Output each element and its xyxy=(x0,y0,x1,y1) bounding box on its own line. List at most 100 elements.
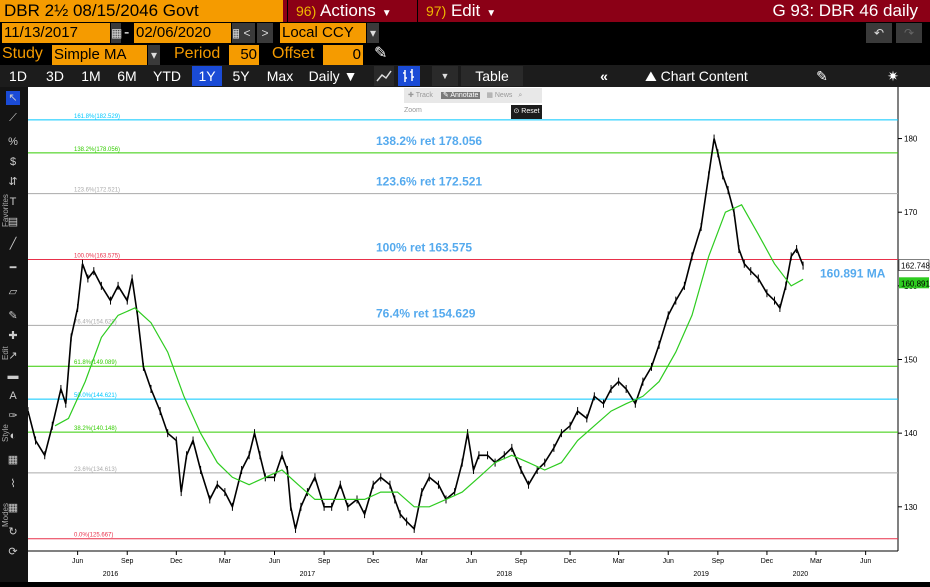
security-field[interactable]: DBR 2½ 08/15/2046 Govt xyxy=(0,0,283,22)
chart-area[interactable]: 161.8%(182.529) 138.2%(178.056) 138.2% ret… xyxy=(27,87,930,582)
calculator-icon[interactable]: ▦ xyxy=(7,454,19,466)
redo-icon[interactable]: ↷ xyxy=(896,23,922,43)
text-icon[interactable]: T xyxy=(9,196,17,208)
x-tick-label: Dec xyxy=(170,558,183,565)
tab-max[interactable]: Max xyxy=(266,68,294,84)
brush-icon[interactable]: ⌇ xyxy=(10,478,16,490)
pen-icon[interactable]: ✎ xyxy=(8,310,18,322)
x-tick-label: Mar xyxy=(810,558,823,565)
chart-mode-popup: ✚ Track ✎ Annotate ▦ News ⌕ Zoom xyxy=(404,88,542,114)
start-date-field[interactable]: 11/13/2017 xyxy=(2,23,110,43)
actions-menu[interactable]: 96) Actions ▼ xyxy=(287,0,414,22)
draw-line-icon[interactable]: ⟋ xyxy=(9,112,17,124)
fib-axis-label: 50.0%(144.621) xyxy=(74,393,117,399)
refresh-icon[interactable]: ↻ xyxy=(8,526,18,538)
track-button[interactable]: ✚ Track xyxy=(408,92,433,99)
bar-chart-icon[interactable] xyxy=(398,66,420,86)
chart-content-button[interactable]: ⛰ Chart Content xyxy=(645,66,770,86)
zoom-label: Zoom xyxy=(404,107,422,114)
x-tick-label: Jun xyxy=(860,558,871,565)
cursor-icon[interactable]: ↖ xyxy=(6,91,20,105)
palette-icon[interactable]: ◐ xyxy=(9,430,17,442)
currency-select[interactable]: Local CCY xyxy=(280,23,366,43)
edit-menu[interactable]: 97) Edit ▼ xyxy=(417,0,520,22)
tab-6m[interactable]: 6M xyxy=(117,68,137,84)
x-year-label: 2017 xyxy=(300,571,316,578)
fibonacci-icon[interactable]: % xyxy=(8,136,18,148)
x-tick-label: Sep xyxy=(318,558,331,565)
offset-field[interactable]: 0 xyxy=(323,45,363,65)
chevron-down-icon: ▼ xyxy=(381,8,392,19)
fib-axis-label: 0.0%(125.667) xyxy=(74,533,113,539)
fib-axis-label: 38.2%(140.148) xyxy=(74,426,117,432)
plus-icon[interactable]: ✚ xyxy=(8,330,18,342)
zoom-button[interactable]: ⌕ Zoom xyxy=(404,92,523,114)
tab-1d[interactable]: 1D xyxy=(9,68,27,84)
grid-icon[interactable]: ▦ xyxy=(7,502,19,514)
x-tick-label: Mar xyxy=(219,558,232,565)
tab-3d[interactable]: 3D xyxy=(46,68,64,84)
offset-label: Offset xyxy=(272,45,315,62)
annotate-button[interactable]: ✎ Annotate xyxy=(440,92,481,99)
annotation-icon[interactable]: A xyxy=(9,390,17,402)
period-field[interactable]: 50 xyxy=(229,45,259,65)
end-date-field[interactable]: 02/06/2020 xyxy=(134,23,231,43)
x-tick-label: Jun xyxy=(663,558,674,565)
pencil-icon[interactable]: ✎ xyxy=(374,45,388,62)
range-dash: - xyxy=(124,24,130,41)
paint-icon[interactable]: ✑ xyxy=(8,410,18,422)
sidebar-label: Style xyxy=(1,424,10,442)
tab-5y[interactable]: 5Y xyxy=(232,68,250,84)
edit-chart-icon[interactable]: ✎ xyxy=(816,68,828,84)
table-button[interactable]: Table xyxy=(461,66,523,86)
y-tick-label: 140 xyxy=(904,429,918,438)
fib-axis-label: 76.4%(154.629) xyxy=(74,319,117,325)
x-year-label: 2020 xyxy=(793,571,809,578)
last-price-label: 162.748 xyxy=(901,262,930,271)
chevron-down-icon[interactable]: ▾ xyxy=(367,23,379,43)
minus-icon[interactable]: ━ xyxy=(9,262,17,274)
fib-annotation: 138.2% ret 178.056 xyxy=(376,134,482,148)
fib-axis-label: 100.0%(163.575) xyxy=(74,254,120,260)
undo-icon[interactable]: ↶ xyxy=(866,23,892,43)
measure-icon[interactable]: ⇵ xyxy=(8,176,18,188)
reset-button[interactable]: ⊙ Reset xyxy=(511,105,542,119)
tab-daily[interactable]: Daily ▼ xyxy=(308,68,358,84)
calendar-icon[interactable]: ▦ xyxy=(111,23,122,43)
reset-icon: ⊙ xyxy=(513,108,520,115)
fib-annotation: 76.4% ret 154.629 xyxy=(376,306,476,320)
chart-id: G 93: DBR 46 daily xyxy=(772,1,918,20)
tab-1y[interactable]: 1Y xyxy=(192,66,222,86)
price-icon[interactable]: $ xyxy=(9,156,17,168)
tool-sidebar: ↖ ⟋ % $ ⇵ T ▤ ╱ ━ ▱ ✎ ✚ ↗ ▬ A ✑ ◐ ▦ ⌇ ▦ … xyxy=(0,87,28,582)
tab-1m[interactable]: 1M xyxy=(81,68,101,84)
news-button[interactable]: ▦ News xyxy=(486,92,513,99)
line-chart-icon[interactable] xyxy=(374,66,394,86)
reset-label: Reset xyxy=(521,108,540,115)
back-arrow-icon[interactable]: < xyxy=(239,23,255,43)
cycle-icon[interactable]: ⟳ xyxy=(8,546,18,558)
chart-icon: ⛰ xyxy=(645,68,661,84)
study-select[interactable]: Simple MA xyxy=(52,45,147,65)
ruler-icon[interactable]: ▤ xyxy=(7,216,19,228)
price-chart[interactable]: 161.8%(182.529) 138.2%(178.056) 138.2% ret… xyxy=(27,87,930,582)
chart-content-label: Chart Content xyxy=(660,68,748,84)
x-year-label: 2018 xyxy=(496,571,512,578)
x-tick-label: Dec xyxy=(761,558,774,565)
sidebar-label: Modes xyxy=(1,502,10,527)
gear-icon[interactable]: ✷ xyxy=(887,68,899,84)
chevron-down-icon[interactable]: ▾ xyxy=(148,45,160,65)
calendar-icon[interactable]: ▦ xyxy=(232,23,243,43)
forward-arrow-icon[interactable]: > xyxy=(257,23,273,43)
chevron-down-icon[interactable]: ▼ xyxy=(432,66,458,86)
trash-icon[interactable]: ▬ xyxy=(7,370,19,382)
y-tick-label: 180 xyxy=(904,135,918,144)
y-tick-label: 150 xyxy=(904,356,918,365)
collapse-icon[interactable]: « xyxy=(600,68,608,84)
ma-series-line xyxy=(54,204,804,508)
y-tick-label: 170 xyxy=(904,208,918,217)
tab-ytd[interactable]: YTD xyxy=(153,68,181,84)
arrow-icon[interactable]: ↗ xyxy=(8,350,18,362)
channel-icon[interactable]: ▱ xyxy=(8,286,18,298)
line-tool-icon[interactable]: ╱ xyxy=(9,238,17,250)
